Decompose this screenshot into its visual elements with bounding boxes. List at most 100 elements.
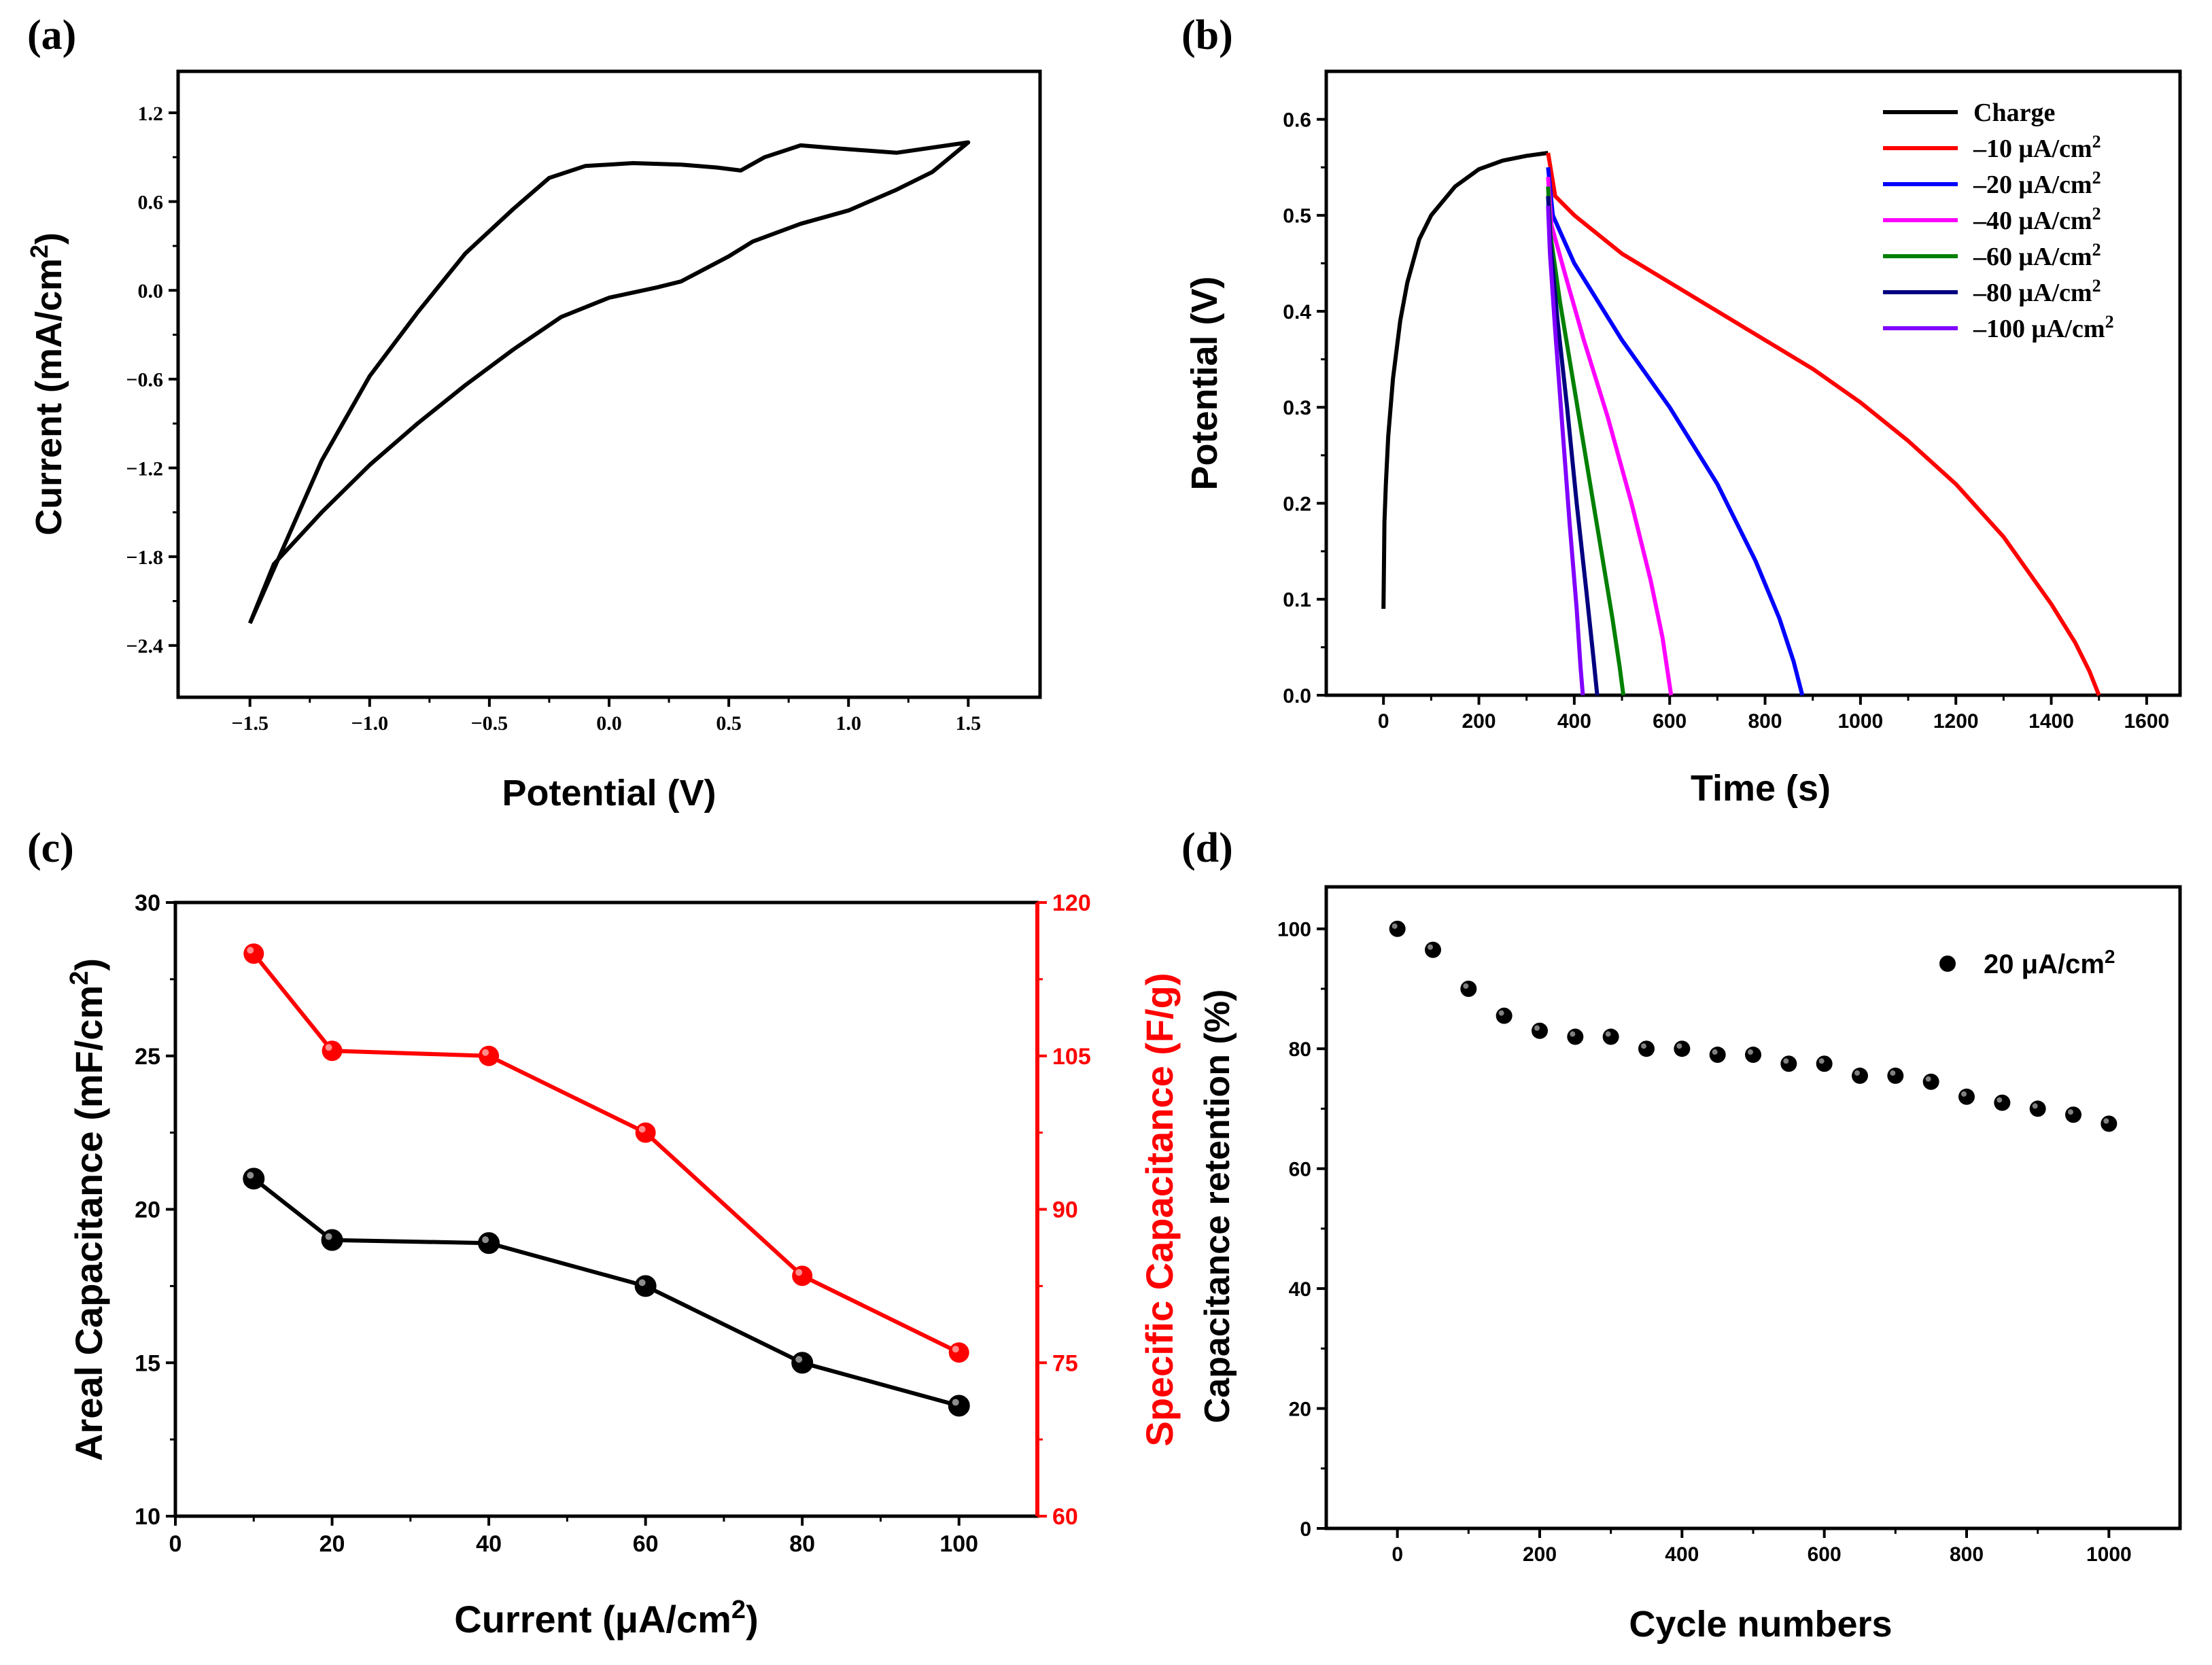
x-axis-label-c-sup: 2: [731, 1596, 746, 1624]
legend-b-label-2: –20 μA/cm2: [1973, 168, 2101, 200]
y-tick-label-c: 25: [135, 1044, 160, 1070]
x-tick-label-a: 0.5: [716, 712, 742, 735]
legend-d-marker: [1939, 956, 1956, 972]
retention-point-highlight: [1748, 1049, 1753, 1055]
retention-point-highlight: [1498, 1010, 1504, 1016]
plot-frame-b: [1324, 69, 2182, 697]
y2-tick-label-c: 75: [1052, 1350, 1078, 1376]
data-point-specific: [243, 943, 264, 964]
retention-point: [1745, 1047, 1761, 1064]
y2-axis-label-c: Specific Capacitance (F/g): [1138, 972, 1181, 1446]
x-tick-label-c: 60: [633, 1531, 659, 1557]
retention-point: [1638, 1040, 1655, 1057]
x-tick-label-b: 1200: [1933, 710, 1979, 733]
retention-point: [1958, 1088, 1975, 1105]
retention-point-highlight: [2032, 1103, 2038, 1109]
x-axis-label-a: Potential (V): [502, 773, 716, 813]
plot-frame-d: [1324, 885, 2182, 1530]
x-tick-label-d: 200: [1523, 1543, 1557, 1566]
series-line-specific: [252, 952, 961, 1354]
retention-point: [1602, 1028, 1619, 1045]
retention-point: [2029, 1100, 2046, 1117]
x-axis-label-b: Time (s): [1691, 768, 1831, 809]
data-point-highlight: [247, 947, 254, 954]
gcd-line-2: [1546, 166, 1805, 696]
gcd-line-6: [1546, 205, 1585, 696]
y-axis-label-c: Areal Capacitance (mF/cm2): [65, 958, 110, 1461]
retention-point-highlight: [1641, 1043, 1646, 1049]
retention-point-highlight: [1463, 983, 1469, 989]
data-point-areal: [791, 1352, 814, 1374]
axis-ticks-c: 0 20 40 60 80 100 10 15 20 25 30 60 75 90 105 120: [135, 890, 1091, 1557]
gcd-line-3: [1546, 177, 1674, 696]
y-tick-label-d: 80: [1289, 1038, 1311, 1061]
axis-ticks-d: 0 200 400 600 800 1000 0 20 40 60 80 100: [1277, 919, 2132, 1566]
legend-b-label-5: –80 μA/cm2: [1973, 276, 2101, 308]
gcd-series: [1381, 151, 2101, 697]
x-axis-label-d: Cycle numbers: [1629, 1604, 1892, 1645]
x-tick-label-d: 400: [1665, 1543, 1699, 1566]
x-tick-label-a: 1.5: [956, 712, 982, 735]
y2-tick-label-c: 90: [1052, 1197, 1078, 1223]
y-axis-label-d: Capacitance retention (%): [1198, 989, 1237, 1424]
retention-point: [1816, 1055, 1833, 1072]
retention-point-highlight: [1676, 1043, 1682, 1049]
y-tick-label-c: 15: [135, 1350, 160, 1376]
retention-point: [2065, 1106, 2081, 1123]
data-point-highlight: [795, 1356, 803, 1363]
y-tick-label-c: 10: [135, 1504, 160, 1530]
legend-b-label-6: –100 μA/cm2: [1973, 312, 2114, 344]
legend-d-label-sup: 2: [2105, 946, 2115, 967]
y2-tick-label-c: 60: [1052, 1504, 1078, 1530]
capacitance-series: [243, 943, 970, 1417]
data-point-areal: [634, 1275, 657, 1297]
y-axis-label-a-tail: ): [29, 232, 69, 245]
retention-point: [2101, 1115, 2118, 1132]
y-axis-label-c-base: Areal Capacitance (mF/cm: [67, 985, 110, 1461]
legend-b-label-sup-5: 2: [2092, 276, 2101, 296]
retention-point: [1887, 1067, 1904, 1084]
y-tick-label-a: 0.6: [138, 191, 164, 213]
y-tick-label-a: −2.4: [126, 635, 163, 658]
legend-b-label-sup-4: 2: [2092, 240, 2101, 260]
retention-point: [1852, 1067, 1868, 1084]
y-tick-label-b: 0.2: [1283, 493, 1311, 515]
y-axis-label-b: Potential (V): [1184, 276, 1225, 490]
retention-point: [1532, 1022, 1548, 1039]
panel-label-d: (d): [1181, 825, 1233, 871]
legend-d: 20 μA/cm2: [1939, 946, 2115, 980]
retention-point-highlight: [1961, 1091, 1967, 1097]
x-tick-label-c: 40: [476, 1531, 502, 1557]
panel-label-a: (a): [27, 12, 76, 58]
retention-point-highlight: [1534, 1025, 1540, 1031]
data-point-highlight: [638, 1125, 646, 1133]
y-tick-label-d: 40: [1289, 1278, 1311, 1301]
retention-point-highlight: [1428, 944, 1433, 950]
data-point-highlight: [325, 1233, 332, 1240]
legend-b-label-sup-6: 2: [2105, 312, 2114, 332]
y-axis-label-a: Current (mA/cm2): [25, 232, 70, 536]
plot-frame-c: [173, 900, 1039, 1518]
y-tick-label-c: 30: [135, 890, 160, 916]
cv-loop-series: [247, 140, 971, 625]
legend-b-label-sup-2: 2: [2092, 168, 2101, 188]
gcd-line-4: [1546, 186, 1626, 696]
legend-b-label-text-3: –40 μA/cm: [1973, 207, 2092, 235]
legend-b: Charge–10 μA/cm2–20 μA/cm2–40 μA/cm2–60 …: [1883, 99, 2114, 343]
x-tick-label-c: 80: [789, 1531, 815, 1557]
legend-b-label-text-1: –10 μA/cm: [1973, 135, 2092, 163]
retention-point: [1567, 1028, 1584, 1045]
panel-c: (c) 0 20 40 60 80 100 10 15 20 25 30 60 75 90 105 120 C…: [27, 825, 1181, 1641]
y-axis-label-c-sup: 2: [65, 971, 94, 985]
retention-point: [1994, 1094, 2011, 1111]
legend-d-label: 20 μA/cm2: [1984, 946, 2115, 980]
retention-point: [1709, 1047, 1726, 1064]
x-tick-label-b: 0: [1378, 710, 1389, 733]
panel-b: (b) 0 200 400 600 800 1000 1200 1400 16000.00.10…: [1181, 12, 2182, 809]
retention-point-highlight: [2068, 1109, 2073, 1115]
legend-b-label-1: –10 μA/cm2: [1973, 132, 2101, 164]
legend-b-label-text-6: –100 μA/cm: [1973, 315, 2105, 343]
legend-b-label-text-0: Charge: [1973, 99, 2055, 127]
y-axis-label-a-base: Current (mA/cm: [29, 258, 69, 536]
